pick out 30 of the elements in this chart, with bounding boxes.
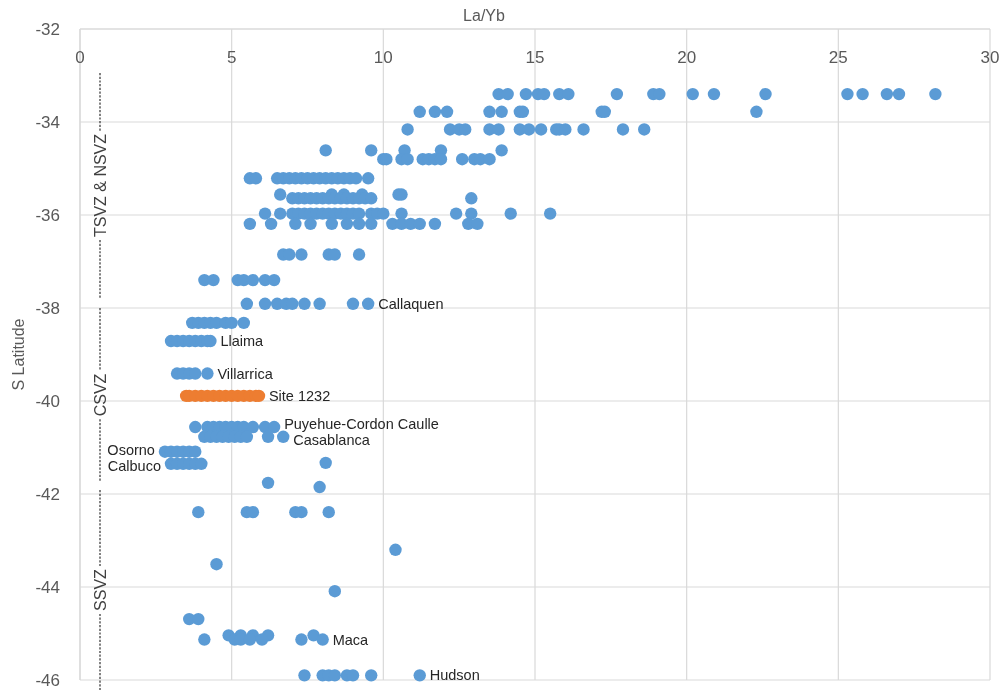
y-tick-label: -34 [35, 112, 60, 132]
x-axis-title: La/Yb [463, 6, 506, 24]
annotation: Maca [332, 631, 370, 648]
y-tick-label: -46 [35, 670, 60, 690]
x-tick-label: 30 [980, 47, 1000, 67]
x-tick-label: 25 [828, 47, 848, 67]
series-label: Site 1232 [268, 387, 331, 404]
y-tick-label: -36 [35, 205, 60, 225]
annotation: Osorno [107, 441, 155, 458]
annotation: TSVZ & NSVZ [91, 133, 109, 238]
y-tick-label: -32 [35, 19, 60, 39]
annotation: Villarrica [217, 365, 274, 382]
y-tick-label: -40 [35, 391, 60, 411]
y-tick-label: -38 [35, 298, 60, 318]
x-tick-label: 5 [226, 47, 237, 67]
y-tick-label: -44 [35, 577, 60, 597]
x-tick-label: 0 [75, 47, 85, 67]
y-tick-label: -42 [35, 484, 60, 504]
annotation: SSVZ [91, 568, 109, 611]
y-axis-title: S Latitude [9, 318, 27, 391]
annotation: Llaima [220, 333, 265, 350]
annotation: CSVZ [91, 373, 109, 417]
annotation: Puyehue-Cordon Caulle [284, 415, 439, 432]
annotation: Calbuco [107, 457, 161, 474]
x-tick-label: 10 [373, 47, 393, 67]
x-tick-label: 20 [677, 47, 697, 67]
x-tick-label: 15 [525, 47, 545, 67]
annotation: Callaquen [378, 295, 444, 312]
annotation: Casablanca [293, 431, 371, 448]
annotation: Hudson [429, 667, 480, 684]
